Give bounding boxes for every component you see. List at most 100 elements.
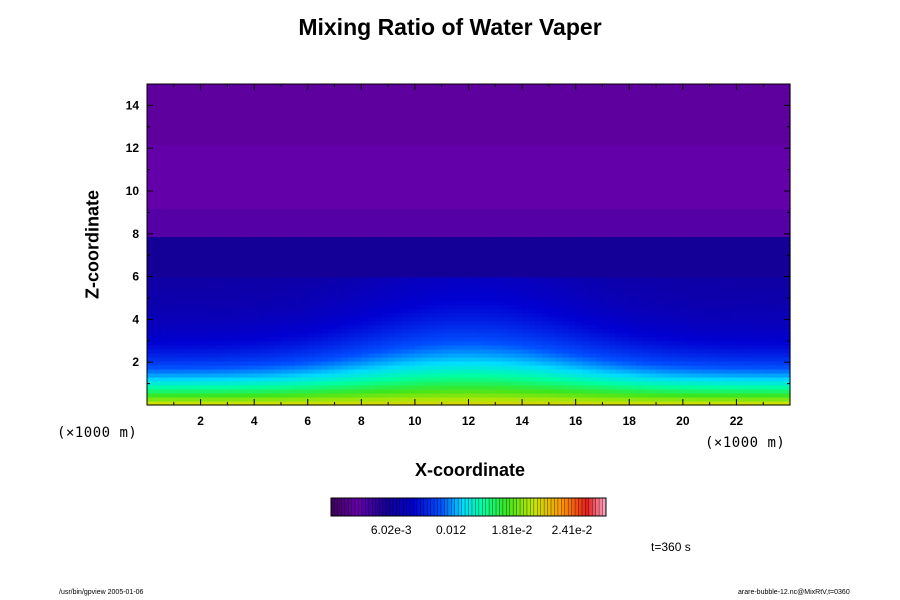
- heatmap-cell: [153, 216, 161, 222]
- heatmap-cell: [287, 392, 295, 398]
- heatmap-cell: [495, 200, 503, 205]
- heatmap-cell: [468, 284, 476, 290]
- heatmap-cell: [153, 356, 161, 362]
- heatmap-cell: [461, 324, 470, 330]
- heatmap-cell: [448, 344, 456, 350]
- heatmap-cell: [307, 228, 316, 234]
- heatmap-cell: [528, 284, 537, 290]
- heatmap-cell: [595, 252, 604, 258]
- heatmap-cell: [301, 280, 309, 286]
- heatmap-cell: [307, 264, 316, 270]
- heatmap-cell: [267, 288, 275, 294]
- heatmap-cell: [401, 332, 409, 338]
- heatmap-cell: [347, 312, 356, 318]
- heatmap-cell: [743, 256, 751, 262]
- heatmap-cell: [441, 400, 450, 406]
- heatmap-cell: [220, 352, 228, 358]
- heatmap-cell: [656, 388, 664, 394]
- heatmap-cell: [354, 352, 362, 358]
- heatmap-cell: [294, 204, 302, 209]
- heatmap-cell: [193, 248, 202, 254]
- heatmap-cell: [642, 264, 650, 270]
- heatmap-cell: [260, 360, 269, 366]
- heatmap-cell: [341, 392, 349, 398]
- heatmap-cell: [555, 280, 563, 286]
- heatmap-cell: [307, 384, 316, 390]
- heatmap-cell: [481, 380, 490, 386]
- heatmap-cell: [193, 340, 202, 346]
- heatmap-cell: [682, 388, 691, 394]
- heatmap-cell: [173, 396, 182, 402]
- heatmap-cell: [723, 252, 731, 258]
- heatmap-cell: [301, 312, 309, 318]
- heatmap-cell: [629, 264, 637, 270]
- heatmap-cell: [568, 292, 577, 298]
- heatmap-cell: [180, 364, 188, 370]
- heatmap-cell: [696, 204, 704, 209]
- heatmap-cell: [662, 268, 671, 274]
- heatmap-cell: [368, 204, 376, 209]
- heatmap-cell: [642, 352, 650, 358]
- heatmap-cell: [535, 328, 543, 334]
- heatmap-cell: [327, 332, 336, 338]
- heatmap-cell: [763, 256, 771, 262]
- heatmap-cell: [287, 364, 295, 370]
- heatmap-cell: [615, 308, 624, 314]
- heatmap-cell: [776, 388, 784, 394]
- heatmap-cell: [347, 380, 356, 386]
- heatmap-cell: [388, 212, 396, 218]
- heatmap-cell: [542, 212, 550, 218]
- heatmap-cell: [743, 384, 751, 390]
- heatmap-cell: [267, 204, 275, 209]
- heatmap-cell: [475, 268, 483, 274]
- heatmap-cell: [234, 256, 242, 262]
- heatmap-cell: [167, 280, 175, 286]
- heatmap-cell: [515, 380, 523, 386]
- heatmap-cell: [515, 252, 523, 258]
- heatmap-cell: [548, 348, 557, 354]
- heatmap-cell: [749, 388, 758, 394]
- heatmap-cell: [254, 268, 262, 274]
- heatmap-cell: [381, 336, 389, 342]
- heatmap-cell: [682, 208, 691, 213]
- heatmap-cell: [501, 240, 510, 246]
- heatmap-cell: [213, 268, 222, 274]
- heatmap-cell: [783, 216, 791, 222]
- heatmap-cell: [408, 200, 416, 205]
- heatmap-cell: [160, 204, 168, 209]
- heatmap-cell: [287, 340, 295, 346]
- heatmap-cell: [582, 308, 590, 314]
- heatmap-cell: [167, 216, 175, 222]
- heatmap-cell: [294, 248, 302, 254]
- heatmap-cell: [167, 356, 175, 362]
- heatmap-cell: [147, 296, 155, 302]
- heatmap-cell: [743, 304, 751, 310]
- heatmap-cell: [689, 392, 697, 398]
- heatmap-cell: [615, 312, 624, 318]
- heatmap-cell: [180, 216, 188, 222]
- heatmap-cell: [582, 268, 590, 274]
- heatmap-cell: [173, 360, 182, 366]
- heatmap-cell: [374, 284, 383, 290]
- heatmap-cell: [401, 372, 409, 378]
- heatmap-cell: [729, 260, 738, 266]
- heatmap-cell: [609, 204, 617, 209]
- heatmap-cell: [240, 236, 249, 242]
- heatmap-cell: [609, 256, 617, 262]
- heatmap-cell: [522, 316, 530, 322]
- heatmap-cell: [287, 344, 295, 350]
- heatmap-cell: [669, 236, 677, 242]
- heatmap-cell: [642, 288, 650, 294]
- heatmap-cell: [481, 364, 490, 370]
- heatmap-cell: [321, 260, 329, 266]
- heatmap-cell: [200, 380, 208, 386]
- heatmap-cell: [455, 372, 463, 378]
- heatmap-cell: [274, 228, 282, 234]
- heatmap-cell: [535, 356, 543, 362]
- heatmap-cell: [394, 300, 403, 306]
- heatmap-cell: [401, 240, 409, 246]
- heatmap-cell: [314, 292, 322, 298]
- heatmap-cell: [682, 248, 691, 254]
- heatmap-cell: [709, 236, 717, 242]
- heatmap-cell: [368, 356, 376, 362]
